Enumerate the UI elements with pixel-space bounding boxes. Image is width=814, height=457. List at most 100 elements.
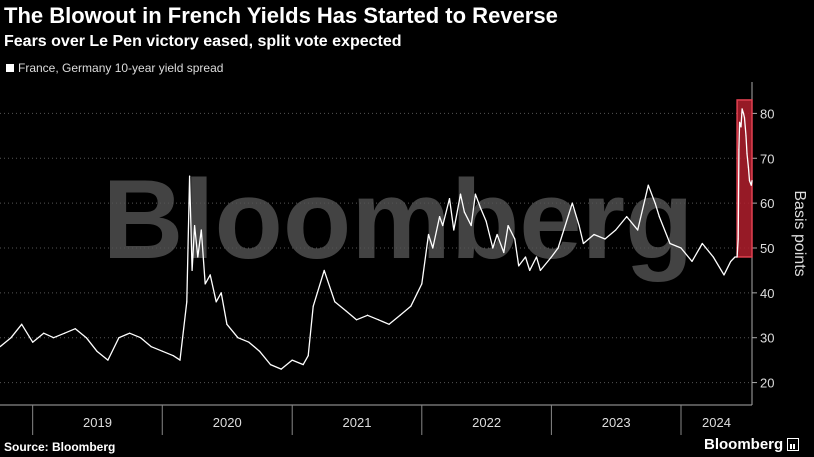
brand-label: Bloomberg bbox=[704, 436, 784, 453]
data-point bbox=[345, 310, 347, 312]
data-point bbox=[669, 242, 671, 245]
data-point bbox=[742, 112, 745, 115]
data-point bbox=[712, 256, 714, 258]
y-tick-label: 40 bbox=[760, 286, 774, 301]
data-point bbox=[438, 215, 441, 218]
data-point bbox=[743, 117, 746, 119]
data-point bbox=[377, 319, 380, 321]
data-point bbox=[734, 256, 736, 258]
data-point bbox=[421, 283, 423, 285]
data-point bbox=[334, 301, 336, 303]
data-point bbox=[200, 229, 202, 231]
data-point bbox=[524, 256, 527, 258]
data-point bbox=[738, 121, 741, 123]
data-point bbox=[209, 274, 211, 276]
data-point bbox=[470, 224, 472, 227]
data-point bbox=[485, 220, 487, 222]
data-point bbox=[388, 323, 390, 325]
data-point bbox=[410, 305, 412, 307]
data-point bbox=[550, 256, 552, 258]
data-point bbox=[237, 337, 239, 339]
data-point bbox=[723, 274, 725, 276]
data-point bbox=[626, 215, 628, 218]
data-point bbox=[514, 238, 516, 240]
data-point bbox=[750, 184, 752, 186]
data-point bbox=[747, 166, 750, 168]
x-tick-label: 2024 bbox=[702, 415, 731, 430]
data-point bbox=[691, 260, 693, 263]
data-point bbox=[474, 193, 477, 195]
data-point bbox=[730, 260, 732, 263]
highlight-box bbox=[736, 99, 753, 258]
data-point bbox=[654, 202, 656, 204]
brand-footer: Bloomberg bbox=[704, 436, 800, 453]
data-point bbox=[529, 269, 531, 272]
legend: France, Germany 10-year yield spread bbox=[6, 61, 223, 75]
data-point bbox=[578, 224, 580, 227]
y-tick-label: 60 bbox=[760, 196, 774, 211]
y-axis-title: Basis points bbox=[791, 190, 808, 276]
data-point bbox=[323, 269, 325, 272]
data-point bbox=[503, 251, 505, 254]
data-point bbox=[736, 256, 738, 258]
data-point bbox=[432, 247, 434, 249]
series-line bbox=[0, 108, 753, 370]
data-point bbox=[741, 108, 743, 110]
bloomberg-logo-icon bbox=[787, 438, 800, 451]
data-point bbox=[740, 126, 742, 128]
data-point bbox=[128, 332, 131, 334]
data-point bbox=[615, 229, 617, 231]
data-point bbox=[637, 229, 639, 231]
data-point bbox=[140, 337, 142, 339]
data-point bbox=[215, 301, 217, 303]
data-point bbox=[492, 247, 494, 249]
data-point bbox=[453, 229, 455, 231]
data-point bbox=[355, 319, 358, 321]
data-point bbox=[172, 355, 174, 357]
y-tick-label: 50 bbox=[760, 241, 774, 256]
data-point bbox=[647, 184, 649, 186]
data-point bbox=[571, 202, 573, 204]
data-point bbox=[479, 207, 481, 209]
y-tick-label: 80 bbox=[760, 106, 774, 121]
data-point bbox=[96, 350, 98, 352]
data-point bbox=[186, 301, 188, 303]
data-point bbox=[226, 323, 228, 325]
data-point bbox=[312, 305, 314, 307]
data-point bbox=[737, 238, 739, 240]
data-point bbox=[604, 238, 606, 240]
data-point bbox=[427, 233, 430, 236]
data-point bbox=[107, 359, 109, 361]
data-point bbox=[53, 337, 55, 339]
data-point bbox=[399, 314, 401, 316]
data-point bbox=[535, 256, 538, 258]
data-point bbox=[557, 247, 559, 249]
data-point bbox=[751, 180, 753, 182]
data-point bbox=[197, 256, 199, 258]
data-point bbox=[150, 346, 152, 348]
data-point bbox=[74, 328, 76, 330]
data-point bbox=[220, 292, 222, 294]
data-point bbox=[64, 332, 66, 334]
x-tick-label: 2022 bbox=[472, 415, 501, 430]
data-point bbox=[539, 269, 541, 272]
data-point bbox=[179, 359, 181, 361]
data-point bbox=[448, 198, 451, 200]
data-point bbox=[366, 314, 369, 316]
legend-swatch bbox=[6, 64, 14, 72]
data-point bbox=[32, 341, 34, 343]
data-point bbox=[302, 364, 304, 366]
data-point bbox=[746, 153, 748, 155]
data-point bbox=[745, 135, 747, 137]
data-point bbox=[280, 368, 282, 370]
data-point bbox=[463, 211, 466, 213]
data-point bbox=[680, 247, 682, 249]
data-point bbox=[701, 242, 703, 245]
data-point bbox=[496, 233, 498, 236]
legend-label: France, Germany 10-year yield spread bbox=[18, 61, 224, 75]
data-point bbox=[582, 242, 584, 245]
data-point bbox=[269, 364, 272, 366]
data-point bbox=[307, 355, 309, 357]
source-note: Source: Bloomberg bbox=[4, 440, 116, 454]
data-point bbox=[193, 224, 196, 227]
